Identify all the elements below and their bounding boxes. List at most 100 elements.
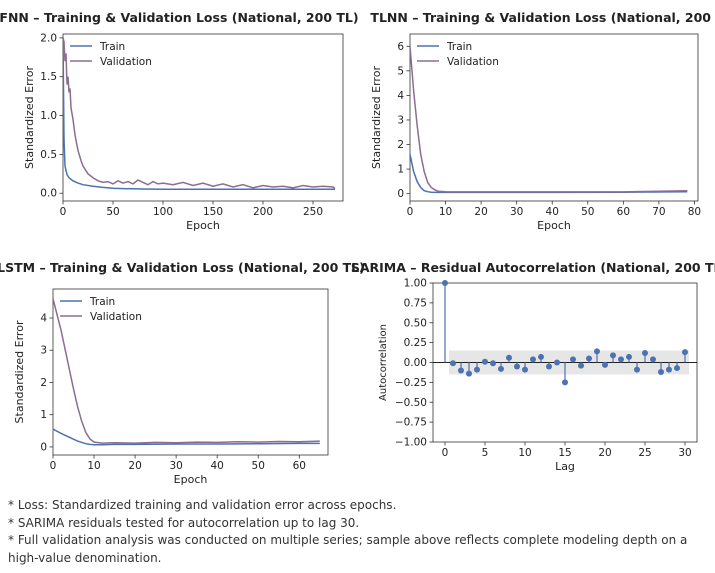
- chart2-ytick-label: 6: [397, 41, 404, 53]
- chart4-xtick-label: 25: [638, 447, 651, 459]
- chart3-ytick-label: 4: [40, 313, 47, 325]
- chart2-xtick-label: 40: [546, 206, 559, 218]
- chart4-marker: [682, 349, 688, 356]
- chart4-marker: [626, 353, 632, 360]
- chart3-xtick-label: 10: [87, 460, 100, 472]
- chart1-xtick-label: 0: [60, 206, 67, 218]
- chart4-ytick-label: −0.25: [395, 377, 427, 389]
- chart3-xlabel: Epoch: [174, 473, 208, 486]
- chart4-ytick-label: 0.00: [404, 357, 427, 369]
- chart4-marker: [562, 379, 568, 386]
- chart2-xtick-label: 0: [407, 206, 414, 218]
- chart2-xtick-label: 80: [688, 206, 701, 218]
- chart4-marker: [498, 365, 504, 372]
- chart2-ylabel: Standardized Error: [370, 66, 383, 169]
- chart1-title: FNN – Training & Validation Loss (Nation…: [0, 10, 359, 25]
- chart4-marker: [482, 358, 488, 365]
- chart4-ylabel: Autocorrelation: [378, 324, 389, 401]
- chart1-axes-frame: [62, 33, 344, 202]
- chart4-marker: [674, 365, 680, 372]
- chart2-xtick-label: 50: [581, 206, 594, 218]
- chart2-legend-validation-label: Validation: [447, 56, 499, 68]
- footnotes: * Loss: Standardized training and valida…: [8, 497, 708, 567]
- chart1-xtick-label: 150: [203, 206, 223, 218]
- chart4-marker: [658, 369, 664, 376]
- chart2-ytick-label: 5: [397, 65, 404, 77]
- chart4-marker: [642, 349, 648, 356]
- chart3-xtick-label: 0: [50, 460, 57, 472]
- chart3-title: LSTM – Training & Validation Loss (Natio…: [0, 260, 365, 275]
- chart3-series-train-line: [53, 428, 320, 446]
- chart3-axes-frame: [52, 288, 329, 456]
- chart2-legend-train-label: Train: [446, 41, 472, 53]
- chart2-title: TLNN – Training & Validation Loss (Natio…: [370, 10, 715, 25]
- chart4-marker: [554, 359, 560, 366]
- chart4-marker: [650, 356, 656, 363]
- chart4-marker: [634, 366, 640, 373]
- chart4-marker: [466, 370, 472, 377]
- figure: FNN – Training & Validation Loss (Nation…: [0, 10, 715, 486]
- chart4-marker: [522, 366, 528, 373]
- chart2-xtick-label: 10: [439, 206, 452, 218]
- chart4-marker: [594, 348, 600, 355]
- chart2-series-validation-line: [410, 46, 688, 193]
- chart2-ytick-label: 0: [397, 188, 404, 200]
- chart2-xtick-label: 30: [510, 206, 523, 218]
- chart3-series-validation-line: [53, 298, 320, 444]
- chart2-ytick-label: 2: [397, 139, 404, 151]
- chart4-marker: [546, 363, 552, 370]
- chart4-xtick-label: 0: [442, 447, 449, 459]
- chart2-xtick-label: 20: [474, 206, 487, 218]
- chart4-xlabel: Lag: [555, 460, 575, 473]
- chart4-xtick-label: 20: [598, 447, 611, 459]
- chart4-marker: [578, 362, 584, 369]
- chart2-ytick-label: 4: [397, 90, 404, 102]
- chart1-ytick-label: 0.5: [40, 149, 57, 161]
- chart3-ylabel: Standardized Error: [13, 320, 26, 423]
- chart4-marker: [458, 367, 464, 374]
- chart3-xtick-label: 30: [169, 460, 182, 472]
- chart3-xtick-label: 40: [210, 460, 223, 472]
- chart4-ytick-label: 0.75: [404, 297, 427, 309]
- chart4-marker: [570, 356, 576, 363]
- chart1-ytick-label: 2.0: [40, 32, 57, 44]
- chart3-xtick-label: 20: [128, 460, 141, 472]
- chart2-ytick-label: 3: [397, 114, 404, 126]
- chart4-title: SARIMA – Residual Autocorrelation (Natio…: [351, 260, 715, 275]
- footnote-loss: * Loss: Standardized training and valida…: [8, 498, 397, 512]
- chart3-xtick-label: 60: [293, 460, 306, 472]
- chart3-legend-validation-label: Validation: [90, 311, 142, 323]
- chart3-ytick-label: 2: [40, 377, 47, 389]
- chart3-ytick-label: 0: [40, 441, 47, 453]
- chart4-ytick-label: −0.75: [395, 417, 427, 429]
- chart3-legend-train-label: Train: [89, 296, 115, 308]
- chart3-xtick-label: 50: [252, 460, 265, 472]
- chart4-marker: [506, 354, 512, 361]
- chart4-marker: [666, 366, 672, 373]
- chart1-xtick-label: 50: [106, 206, 119, 218]
- chart4-marker: [586, 355, 592, 362]
- chart2-xtick-label: 70: [652, 206, 665, 218]
- chart1-xlabel: Epoch: [186, 219, 220, 232]
- chart4-marker: [530, 356, 536, 363]
- chart1-ylabel: Standardized Error: [23, 66, 36, 169]
- chart1-series-validation-line: [63, 37, 336, 190]
- chart1-ytick-label: 1.5: [40, 71, 57, 83]
- chart4-xtick-label: 15: [558, 447, 571, 459]
- chart4-ytick-label: 0.50: [404, 317, 427, 329]
- footnote-sarima: * SARIMA residuals tested for autocorrel…: [8, 515, 360, 530]
- chart2-series-train-line: [410, 154, 688, 194]
- chart1-ytick-label: 1.0: [40, 110, 57, 122]
- chart4-marker: [538, 353, 544, 360]
- chart4-marker: [602, 361, 608, 368]
- chart1-xtick-label: 250: [303, 206, 323, 218]
- footnote-validation: * Full validation analysis was conducted…: [8, 533, 688, 565]
- chart1-xtick-label: 200: [253, 206, 273, 218]
- chart2-axes-frame: [409, 33, 699, 202]
- chart1-ytick-label: 0.0: [40, 188, 57, 200]
- chart1-legend-validation-label: Validation: [100, 56, 152, 68]
- chart2-xlabel: Epoch: [537, 219, 571, 232]
- chart4-marker: [490, 360, 496, 367]
- chart4-ytick-label: −1.00: [395, 437, 427, 449]
- chart2-xtick-label: 60: [617, 206, 630, 218]
